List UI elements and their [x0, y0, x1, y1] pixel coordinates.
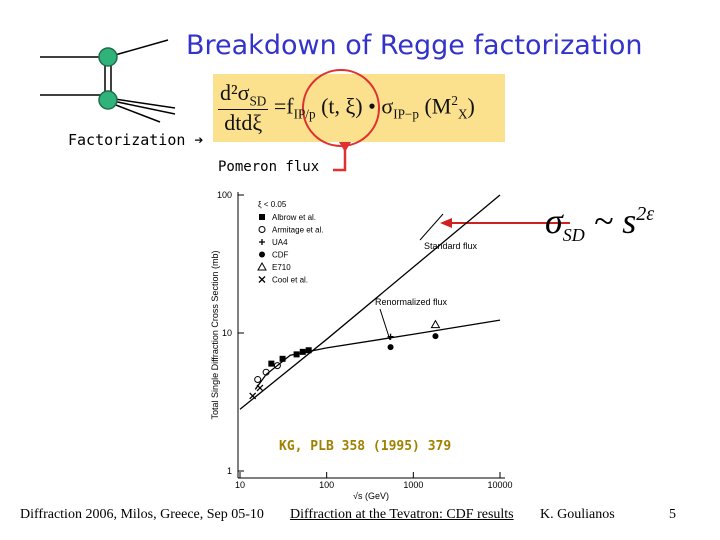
x-tick-label: 10000 [487, 480, 512, 490]
formula-text: σ [381, 93, 394, 119]
legend-label: E710 [272, 263, 291, 272]
x-axis-label: √s (GeV) [353, 491, 389, 501]
footer-page: 5 [669, 507, 676, 522]
marker [259, 214, 265, 220]
marker [432, 333, 439, 340]
reference: KG, PLB 358 (1995) 379 [279, 439, 452, 454]
formula-box [213, 74, 505, 142]
diagram-line [107, 99, 176, 115]
marker [268, 360, 275, 367]
marker [259, 239, 265, 245]
footer-conference: Diffraction 2006, Milos, Greece, Sep 05-… [20, 507, 264, 522]
footer-author: K. Goulianos [540, 507, 615, 522]
curve-label-pointer [379, 308, 391, 341]
legend-label: Cool et al. [272, 276, 308, 285]
vertex [98, 90, 118, 110]
curve-label-pointer [419, 213, 444, 241]
scaling-text: s [622, 201, 637, 241]
marker [257, 261, 267, 271]
marker [254, 376, 262, 384]
slide-title: Breakdown of Regge factorization [186, 30, 643, 61]
marker [259, 251, 265, 258]
footer-talk-link[interactable]: Diffraction at the Tevatron: CDF results [290, 507, 514, 522]
flux-arrow-head [339, 142, 351, 152]
formula-text: d²σ [220, 80, 250, 105]
formula-sub: SD [249, 93, 267, 109]
vertex [98, 47, 118, 67]
marker [430, 319, 441, 329]
formula: d²σSD dtdξ =fIP/p (t, ξ) • σIP−p (M2X) [218, 80, 475, 136]
formula-sup: 2 [451, 92, 458, 108]
formula-text: (t, ξ) [321, 93, 363, 119]
formula-text: ) [467, 93, 475, 119]
legend-label: UA4 [272, 238, 288, 247]
y-tick-label: 10 [222, 328, 232, 338]
x-tick-label: 1000 [403, 480, 423, 490]
y-tick-label: 100 [217, 190, 232, 200]
formula-text: = [273, 93, 287, 119]
marker [387, 344, 394, 351]
highlight-circle [302, 69, 380, 147]
formula-text: (M [424, 93, 452, 119]
diagram [40, 39, 176, 123]
marker [279, 355, 286, 362]
marker [299, 348, 306, 355]
factorization-label: Factorization ➔ [68, 131, 204, 149]
curve-label: Standard flux [424, 241, 478, 251]
denominator: dtdξ [224, 110, 263, 136]
formula-text: f [286, 93, 294, 119]
curve [239, 194, 501, 410]
marker [258, 226, 266, 233]
legend-label: Armitage et al. [272, 226, 324, 235]
diagram-line [107, 39, 169, 58]
y-axis-label: Total Single Diffraction Cross Section (… [210, 251, 220, 420]
scaling-sub: SD [562, 225, 585, 246]
marker [258, 276, 266, 283]
legend-label: CDF [272, 251, 289, 260]
pointer-arrow-head [440, 218, 452, 228]
marker [305, 347, 312, 354]
numerator: d²σSD [218, 80, 269, 111]
y-tick-label: 1 [227, 466, 232, 476]
legend-title: ξ < 0.05 [258, 200, 287, 209]
formula-text: • [368, 93, 376, 119]
x-tick-label: 10 [235, 480, 245, 490]
fraction: d²σSD dtdξ [218, 80, 269, 136]
scaling-text: ~ [593, 201, 614, 241]
scaling-text: σ [545, 201, 563, 241]
pomeron-flux-label: Pomeron flux [218, 159, 320, 175]
diagram-line [107, 97, 176, 109]
flux-arrow [333, 147, 347, 172]
curve-label: Renormalized flux [375, 297, 448, 307]
formula-sub: X [457, 106, 468, 122]
diagram-line [107, 101, 161, 123]
scaling-law: σSD ~ s2ε [545, 200, 654, 246]
scaling-sup: 2ε [636, 203, 655, 225]
formula-sub: IP−p [393, 106, 419, 122]
curve [254, 319, 501, 390]
x-tick-label: 100 [319, 480, 334, 490]
legend-label: Albrow et al. [272, 213, 316, 222]
formula-sub: IP/p [293, 106, 316, 122]
